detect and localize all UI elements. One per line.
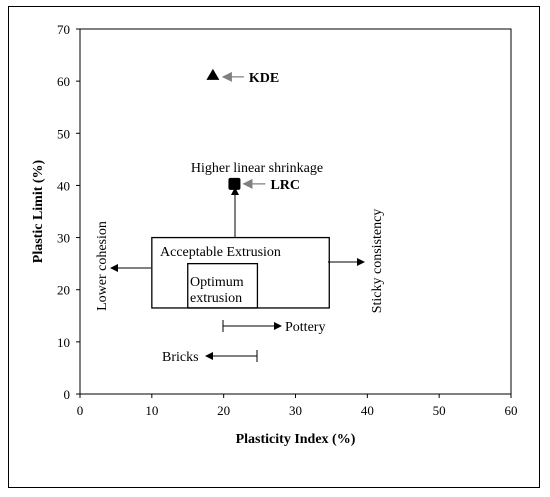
pottery-label: Pottery [285, 320, 325, 335]
point-kde-label: KDE [249, 71, 279, 86]
region-optimum-label-line1: Optimum [190, 275, 244, 290]
y-ticks: 0 10 20 30 40 50 60 70 [57, 22, 80, 402]
plot-area [79, 28, 512, 395]
y-tick-label: 50 [57, 126, 70, 141]
sticky-consistency-label: Sticky consistency [370, 209, 385, 314]
y-tick-label: 10 [57, 335, 70, 350]
x-ticks: 0 10 20 30 40 50 60 [77, 394, 518, 418]
y-tick-label: 70 [57, 22, 70, 37]
point-kde [206, 68, 220, 80]
lower-cohesion-label: Lower cohesion [95, 221, 110, 311]
y-tick-label: 0 [64, 387, 71, 402]
region-optimum-label-line2: extrusion [190, 291, 242, 306]
x-tick-label: 10 [145, 403, 158, 418]
point-lrc-label: LRC [270, 178, 300, 193]
bricks-label: Bricks [162, 350, 199, 365]
y-tick-label: 60 [57, 74, 70, 89]
region-optimum-extrusion [187, 262, 259, 309]
y-tick-label: 30 [57, 231, 70, 246]
y-axis-label: Plastic Limit (%) [31, 159, 46, 263]
higher-shrinkage-label: Higher linear shrinkage [191, 161, 323, 176]
x-tick-label: 0 [77, 403, 84, 418]
y-tick-label: 40 [57, 178, 70, 193]
figure-frame [8, 6, 540, 488]
x-tick-label: 60 [505, 403, 518, 418]
region-acceptable-label: Acceptable Extrusion [160, 245, 281, 260]
x-tick-label: 40 [361, 403, 374, 418]
y-tick-label: 20 [57, 283, 70, 298]
x-axis-label: Plasticity Index (%) [236, 432, 356, 447]
x-tick-label: 20 [217, 403, 230, 418]
x-tick-label: 30 [289, 403, 302, 418]
x-tick-label: 50 [433, 403, 446, 418]
point-lrc [228, 177, 241, 190]
